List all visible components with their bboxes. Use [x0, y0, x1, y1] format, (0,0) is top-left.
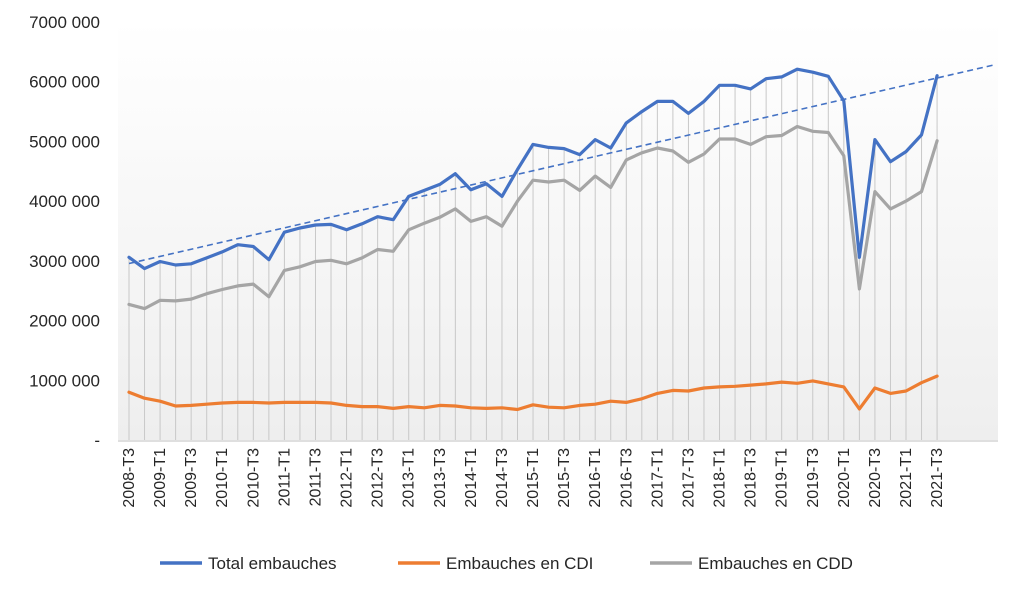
x-tick-label: 2010-T1 [214, 448, 231, 508]
x-tick-label: 2020-T3 [867, 448, 884, 508]
x-tick-label: 2011-T1 [276, 448, 293, 507]
x-tick-label: 2010-T3 [245, 448, 262, 508]
x-tick-label: 2015-T1 [525, 448, 542, 508]
x-axis: 2008-T3 2009-T1 2009-T3 2010-T1 2010-T3 2011-… [121, 448, 946, 508]
series-line-embauches-en-cdi [127, 374, 939, 412]
x-tick-label: 2013-T3 [432, 448, 449, 508]
x-tick-label: 2012-T3 [370, 448, 387, 508]
y-tick-label: 4000 000 [29, 192, 100, 211]
x-tick-label: 2018-T3 [743, 448, 760, 508]
x-tick-label: 2012-T1 [339, 448, 356, 508]
x-tick-label: 2015-T3 [556, 448, 573, 508]
y-tick-label: 1000 000 [29, 371, 100, 390]
x-tick-label: 2019-T1 [774, 448, 791, 508]
series-lines [127, 67, 939, 412]
x-tick-label: 2011-T3 [307, 448, 324, 507]
x-tick-label: 2017-T3 [680, 448, 697, 508]
x-tick-label: 2019-T3 [805, 448, 822, 508]
plot-area [118, 20, 998, 442]
x-tick-label: 2020-T1 [836, 448, 853, 508]
y-tick-label: - [94, 431, 100, 450]
x-tick-label: 2014-T3 [494, 448, 511, 508]
x-tick-label: 2009-T1 [152, 448, 169, 508]
trendline [128, 63, 997, 265]
x-tick-label: 2021-T3 [929, 448, 946, 508]
x-tick-label: 2017-T1 [649, 448, 666, 508]
x-tick-label: 2013-T1 [401, 448, 418, 508]
series-line-total-embauches [127, 67, 939, 271]
x-tick-label: 2016-T1 [587, 448, 604, 508]
legend-label: Total embauches [208, 554, 337, 573]
x-tick-label: 2009-T3 [183, 448, 200, 508]
y-tick-label: 2000 000 [29, 312, 100, 331]
x-tick-label: 2021-T1 [898, 448, 915, 508]
y-tick-label: 6000 000 [29, 73, 100, 92]
y-tick-label: 7000 000 [29, 13, 100, 32]
x-tick-label: 2018-T1 [712, 448, 729, 508]
y-tick-label: 3000 000 [29, 252, 100, 271]
y-axis: - 1000 000 2000 000 3000 000 4000 000 5000 00… [29, 13, 100, 450]
legend: Total embauches Embauches en CDI Embauches… [160, 554, 853, 573]
series-line-embauches-en-cdd [127, 124, 939, 311]
y-tick-label: 5000 000 [29, 132, 100, 151]
legend-label: Embauches en CDD [698, 554, 853, 573]
x-tick-label: 2008-T3 [121, 448, 138, 508]
x-tick-label: 2016-T3 [618, 448, 635, 508]
legend-label: Embauches en CDI [446, 554, 593, 573]
x-tick-label: 2014-T1 [463, 448, 480, 508]
